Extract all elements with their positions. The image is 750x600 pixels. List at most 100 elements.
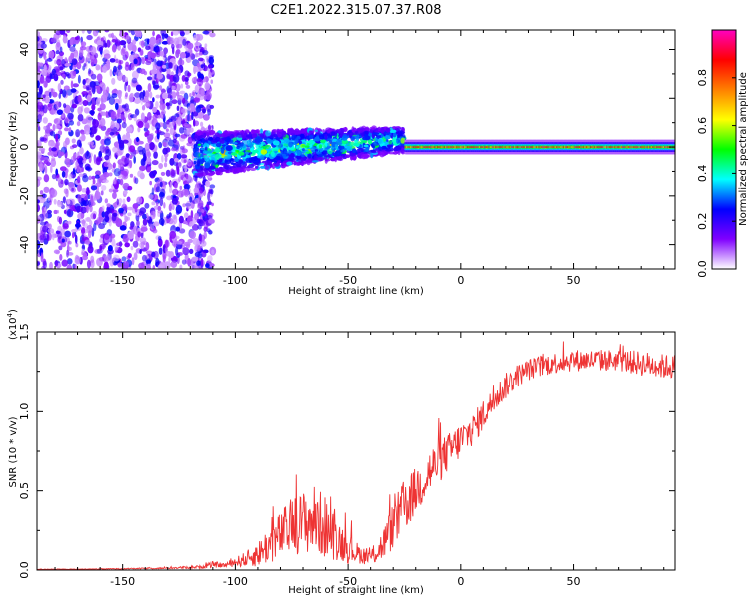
heat-cell (74, 259, 80, 264)
heat-cell (110, 110, 117, 120)
heat-cell (43, 64, 47, 73)
heat-cell (145, 242, 150, 251)
heat-cell (177, 94, 184, 101)
heat-cell (140, 232, 144, 239)
heat-cell (145, 250, 153, 255)
heat-cell (172, 188, 179, 196)
heat-cell (314, 129, 319, 133)
heat-cell (185, 200, 193, 210)
heat-cell (400, 147, 405, 154)
heat-cell (111, 77, 116, 85)
heat-cell (214, 153, 221, 161)
heat-cell (126, 206, 134, 211)
heat-cell (245, 135, 253, 138)
heat-cell (201, 49, 209, 56)
heat-cell (319, 134, 325, 140)
heat-cell (282, 153, 287, 159)
heat-cell (131, 70, 139, 80)
heat-cell (123, 112, 128, 119)
heat-cell (68, 120, 75, 126)
heat-cell (174, 113, 180, 118)
heat-cell (169, 186, 173, 194)
heat-cell (103, 261, 109, 269)
heat-cell (327, 148, 333, 155)
heat-cell (152, 114, 159, 120)
heat-cell (59, 151, 65, 157)
heat-cell (210, 79, 214, 84)
heat-cell (152, 97, 155, 103)
heat-cell (224, 155, 232, 160)
heat-cell (147, 83, 152, 93)
heat-cell (111, 93, 118, 99)
heat-cell (266, 138, 273, 144)
heat-cell (252, 129, 258, 134)
heat-cell (187, 114, 190, 122)
heat-cell (193, 187, 199, 194)
heat-cell (152, 194, 159, 202)
heat-cell (177, 192, 182, 198)
heat-cell (144, 122, 150, 129)
heat-cell (283, 138, 290, 144)
heat-cell (126, 196, 131, 203)
heat-cell (189, 93, 192, 98)
heat-cell (259, 165, 266, 169)
heat-cell (124, 242, 130, 248)
heat-cell (171, 91, 177, 99)
heat-cell (106, 86, 110, 94)
heat-cell (158, 247, 163, 255)
heat-cell (76, 176, 81, 184)
heat-cell (66, 160, 71, 168)
colorbar-tick-label: 0.2 (696, 212, 709, 230)
heat-cell (364, 133, 368, 139)
heat-cell (137, 126, 141, 133)
heat-cell (157, 209, 163, 214)
heat-cell (119, 178, 124, 186)
heat-cell (81, 218, 86, 227)
heat-cell (77, 194, 82, 203)
heat-cell (59, 46, 63, 53)
heat-cell (81, 187, 87, 193)
heat-cell (204, 82, 211, 91)
heat-cell (185, 243, 191, 249)
heat-cell (98, 150, 103, 159)
heat-cell (55, 30, 62, 36)
heat-cell (111, 44, 117, 53)
heat-cell (226, 130, 231, 134)
heat-cell (313, 155, 318, 162)
heat-cell (139, 165, 146, 172)
heat-cell (163, 132, 171, 139)
heat-cell (168, 251, 175, 258)
heat-cell (199, 121, 204, 127)
heat-cell (96, 85, 101, 94)
heat-cell (151, 201, 156, 206)
heat-cell (197, 33, 204, 41)
heat-cell (234, 157, 239, 162)
heat-cell (118, 59, 122, 69)
heat-cell (377, 126, 381, 132)
heat-cell (133, 97, 141, 104)
heat-cell (156, 73, 164, 80)
heat-cell (85, 85, 92, 91)
heat-cell (295, 155, 302, 160)
heat-cell (196, 160, 201, 167)
heat-cell (91, 175, 96, 180)
heat-cell (107, 163, 112, 168)
heat-cell (301, 148, 305, 152)
heat-cell (330, 157, 336, 162)
heat-cell (388, 152, 396, 155)
heat-cell (37, 261, 41, 267)
heat-cell (103, 232, 110, 240)
heat-cell (63, 127, 70, 132)
heat-cell (178, 176, 181, 182)
heat-cell (163, 47, 168, 55)
heat-cell (396, 146, 402, 151)
heat-cell (355, 134, 360, 139)
heat-cell (125, 126, 133, 134)
heat-cell (204, 155, 210, 162)
heat-cell (384, 148, 392, 152)
heat-cell (101, 211, 106, 218)
heat-cell (129, 54, 134, 63)
heat-cell (208, 165, 216, 170)
heat-cell (165, 128, 169, 132)
heat-cell (168, 203, 172, 212)
